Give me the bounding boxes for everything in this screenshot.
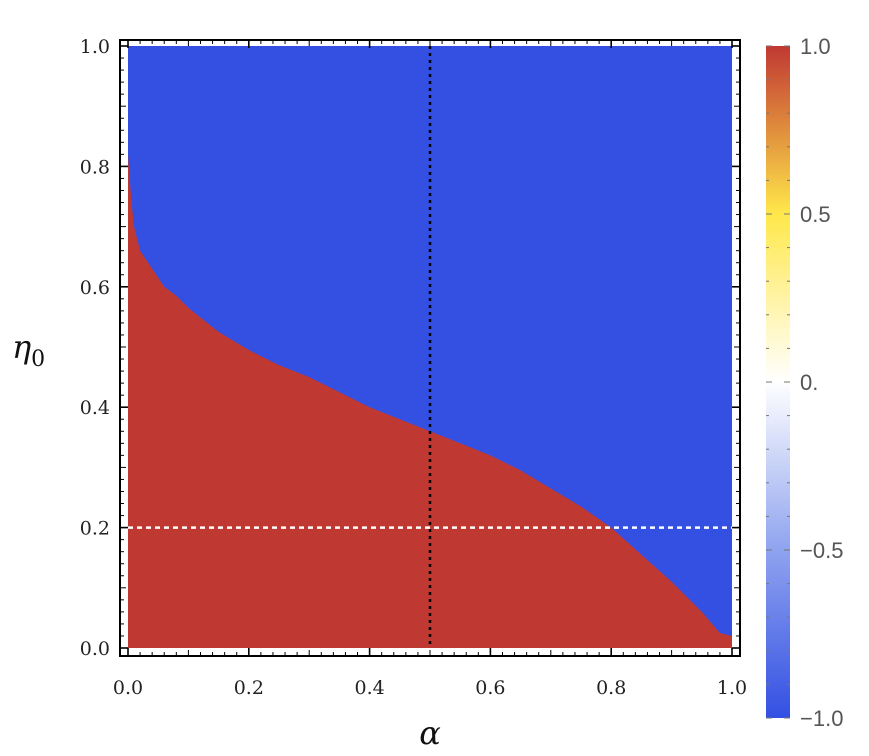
colorbar-tick-label: −1.0 (800, 706, 843, 731)
x-tick-label: 1.0 (717, 677, 747, 699)
y-tick-label: 0.8 (80, 156, 110, 178)
x-tick-labels: 0.0 0.2 0.4 0.6 0.8 1.0 (113, 677, 747, 699)
y-axis-label-main: η (12, 328, 31, 366)
x-tick-label: 0.6 (475, 677, 505, 699)
x-tick-label: 0.4 (354, 677, 384, 699)
y-tick-label: 0.6 (80, 277, 110, 299)
y-tick-label: 0.0 (80, 638, 110, 660)
y-tick-label: 0.2 (80, 518, 110, 540)
colorbar-tick-label: 1.0 (800, 34, 831, 59)
region-positive (128, 154, 732, 648)
axis-ticks (120, 40, 740, 656)
colorbar-tick-labels: 1.0 0.5 0. −0.5 −1.0 (800, 34, 843, 731)
x-tick-label: 0.2 (234, 677, 264, 699)
y-axis-label-subscript: 0 (31, 347, 45, 372)
colorbar-tick-label: −0.5 (800, 538, 843, 563)
y-tick-label: 1.0 (80, 36, 110, 58)
y-tick-label: 0.4 (80, 397, 110, 419)
colorbar-tick-label: 0.5 (800, 202, 831, 227)
x-axis-label: α (419, 714, 441, 752)
y-axis-label: η0 (12, 328, 45, 372)
x-tick-label: 0.0 (113, 677, 143, 699)
y-tick-labels: 0.0 0.2 0.4 0.6 0.8 1.0 (80, 36, 110, 660)
colorbar-ticks (766, 45, 790, 719)
colorbar-tick-label: 0. (800, 370, 818, 395)
x-tick-label: 0.8 (596, 677, 626, 699)
colorbar: 1.0 0.5 0. −0.5 −1.0 (766, 34, 843, 731)
plot-area (128, 46, 732, 648)
